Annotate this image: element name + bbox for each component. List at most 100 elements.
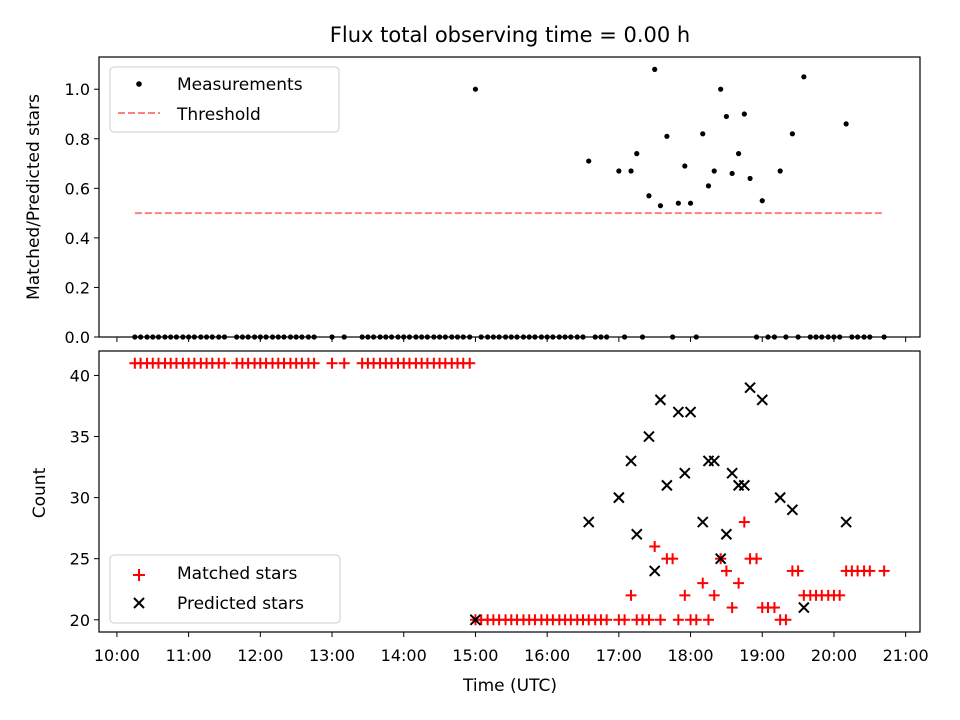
predicted-star-point <box>714 552 727 565</box>
matched-star-point <box>654 614 666 626</box>
measurement-point <box>843 121 849 127</box>
measurement-point <box>586 158 592 164</box>
matched-star-point <box>464 357 476 369</box>
predicted-star-point <box>583 516 595 528</box>
predicted-star-point <box>840 516 852 528</box>
measurement-point <box>759 198 765 204</box>
matched-star-point <box>738 516 750 528</box>
predicted-star-point <box>672 406 685 418</box>
measurement-point <box>711 168 717 174</box>
legend-measurements-marker <box>136 81 142 87</box>
matched-star-point <box>625 589 637 601</box>
predicted-star-point <box>756 394 768 406</box>
top-legend: Measurements Threshold <box>109 66 340 133</box>
bottom-y-axis: 20 25 30 35 40 <box>70 366 99 630</box>
bottom-y-tick-label: 35 <box>70 428 90 447</box>
x-tick-label: 11:00 <box>166 646 212 665</box>
measurement-point <box>777 168 783 174</box>
measurement-point <box>657 203 664 209</box>
matched-star-point <box>690 614 702 626</box>
matched-star-point <box>679 589 691 601</box>
matched-star-point <box>601 614 613 626</box>
measurement-point <box>801 74 807 80</box>
matched-star-point <box>218 357 230 369</box>
predicted-star-point <box>697 516 709 528</box>
top-y-tick-label: 0.4 <box>65 229 90 248</box>
matched-star-point <box>780 614 792 626</box>
top-panel: 0.0 0.2 0.4 0.6 0.8 1.0 Matched/Predicted sta… <box>24 56 921 347</box>
matched-star-point <box>338 357 350 369</box>
bottom-y-tick-label: 20 <box>70 611 90 630</box>
measurement-point <box>664 133 670 139</box>
x-tick-label: 13:00 <box>309 646 355 665</box>
top-y-tick-label: 0.2 <box>65 278 90 297</box>
predicted-star-point <box>720 528 733 540</box>
matched-star-point <box>708 589 720 601</box>
matched-star-point <box>726 602 738 614</box>
predicted-star-point <box>469 614 482 626</box>
predicted-star-point <box>708 455 720 467</box>
measurement-point <box>616 168 622 174</box>
matched-star-point <box>697 577 709 589</box>
measurement-point <box>472 86 479 92</box>
matched-star-point <box>649 540 661 552</box>
top-y-axis-label: Matched/Predicted stars <box>24 94 44 300</box>
x-tick-label: 12:00 <box>237 646 283 665</box>
x-tick-label: 19:00 <box>739 646 785 665</box>
predicted-star-point <box>744 381 756 394</box>
x-tick-label: 14:00 <box>381 646 427 665</box>
measurement-point <box>705 183 712 189</box>
matched-star-point <box>720 565 732 577</box>
predicted-star-point <box>726 467 738 479</box>
predicted-star-point <box>786 504 799 516</box>
top-legend-box <box>109 66 340 133</box>
measurement-point <box>789 131 795 137</box>
top-y-tick-label: 0.6 <box>65 179 90 198</box>
x-tick-label: 17:00 <box>596 646 642 665</box>
measurement-point <box>735 151 742 157</box>
bottom-y-tick-label: 40 <box>70 366 90 385</box>
x-tick-label: 16:00 <box>524 646 570 665</box>
matched-star-point <box>834 589 846 601</box>
matched-star-point <box>878 565 890 577</box>
measurement-point <box>700 131 706 137</box>
bottom-x-axis: 10:00 11:00 12:00 13:00 14:00 15:00 16:00 17:00… <box>94 632 929 665</box>
measurement-point <box>646 193 652 199</box>
predicted-star-point <box>684 406 697 418</box>
measurement-point <box>652 66 658 72</box>
predicted-star-point <box>654 394 667 406</box>
measurement-point <box>718 86 724 92</box>
legend-matched-label: Matched stars <box>177 564 297 584</box>
bottom-axes-frame <box>98 350 921 633</box>
top-x-ticks <box>116 337 907 342</box>
top-y-tick-label: 0.0 <box>65 328 90 347</box>
legend-matched-marker <box>133 569 145 581</box>
measurement-point <box>741 111 747 117</box>
bottom-data-layer <box>129 357 890 626</box>
bottom-legend-box <box>109 554 341 624</box>
bottom-panel: 20 25 30 35 40 10:00 11:00 12:00 13:00 14:00 15:0… <box>30 350 929 696</box>
matched-star-point <box>672 614 684 626</box>
predicted-star-point <box>625 455 637 467</box>
matched-star-point <box>702 614 714 626</box>
top-y-tick-label: 1.0 <box>65 80 90 99</box>
measurement-point <box>747 175 753 182</box>
predicted-star-point <box>738 479 751 492</box>
matched-star-point <box>792 565 804 577</box>
matched-star-point <box>308 357 320 369</box>
measurement-point <box>682 163 688 169</box>
measurement-point <box>634 151 640 157</box>
measurement-point <box>729 170 735 177</box>
matched-star-point <box>864 565 876 577</box>
measurement-point <box>628 168 634 174</box>
x-axis-label: Time (UTC) <box>462 676 557 696</box>
predicted-star-point <box>631 528 643 540</box>
matched-star-point <box>643 614 655 626</box>
bottom-legend: Matched stars Predicted stars <box>109 554 341 624</box>
x-tick-label: 10:00 <box>94 646 140 665</box>
legend-predicted-marker <box>133 597 145 609</box>
predicted-star-point <box>661 479 673 492</box>
matched-star-point <box>619 614 631 626</box>
legend-threshold-label: Threshold <box>176 105 261 125</box>
